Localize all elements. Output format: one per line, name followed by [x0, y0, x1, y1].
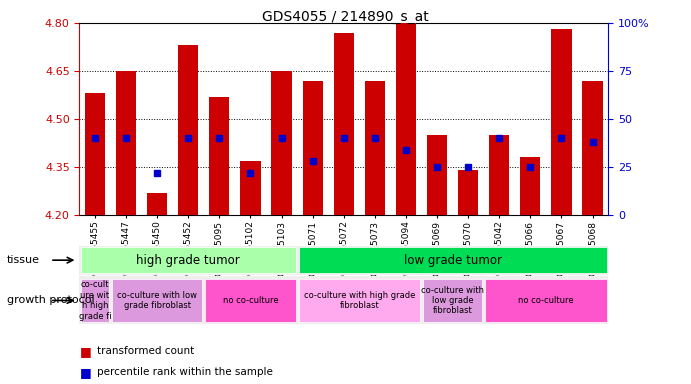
Bar — [209, 97, 229, 215]
Bar — [423, 279, 482, 322]
Bar — [299, 247, 607, 273]
Bar — [520, 157, 540, 215]
Text: transformed count: transformed count — [97, 346, 194, 356]
Bar — [485, 279, 607, 322]
Text: GDS4055 / 214890_s_at: GDS4055 / 214890_s_at — [262, 10, 429, 23]
Text: growth protocol: growth protocol — [7, 295, 95, 306]
Bar — [81, 247, 296, 273]
Bar — [147, 193, 167, 215]
Bar — [112, 279, 202, 322]
Bar — [334, 33, 354, 215]
Bar — [583, 81, 603, 215]
Text: ■: ■ — [79, 345, 91, 358]
Text: co-culture with low
grade fibroblast: co-culture with low grade fibroblast — [117, 291, 197, 310]
Text: co-culture with high grade
fibroblast: co-culture with high grade fibroblast — [303, 291, 415, 310]
Text: high grade tumor: high grade tumor — [136, 254, 240, 266]
Bar — [551, 30, 571, 215]
Bar — [303, 81, 323, 215]
Bar — [240, 161, 261, 215]
Bar — [365, 81, 385, 215]
Bar — [299, 279, 420, 322]
Bar — [85, 93, 105, 215]
Bar — [205, 279, 296, 322]
Bar — [178, 45, 198, 215]
Text: no co-culture: no co-culture — [223, 296, 278, 305]
Bar — [489, 135, 509, 215]
Text: percentile rank within the sample: percentile rank within the sample — [97, 367, 273, 377]
Text: co-culture with
low grade
fibroblast: co-culture with low grade fibroblast — [421, 286, 484, 315]
Text: ■: ■ — [79, 366, 91, 379]
Text: no co-culture: no co-culture — [518, 296, 574, 305]
Bar — [81, 279, 109, 322]
Bar — [396, 23, 416, 215]
Bar — [272, 71, 292, 215]
Text: tissue: tissue — [7, 255, 40, 265]
Text: low grade tumor: low grade tumor — [404, 254, 502, 266]
Bar — [458, 170, 478, 215]
Bar — [116, 71, 136, 215]
Bar — [427, 135, 447, 215]
Text: co-cult
ure wit
h high
grade fi: co-cult ure wit h high grade fi — [79, 280, 111, 321]
